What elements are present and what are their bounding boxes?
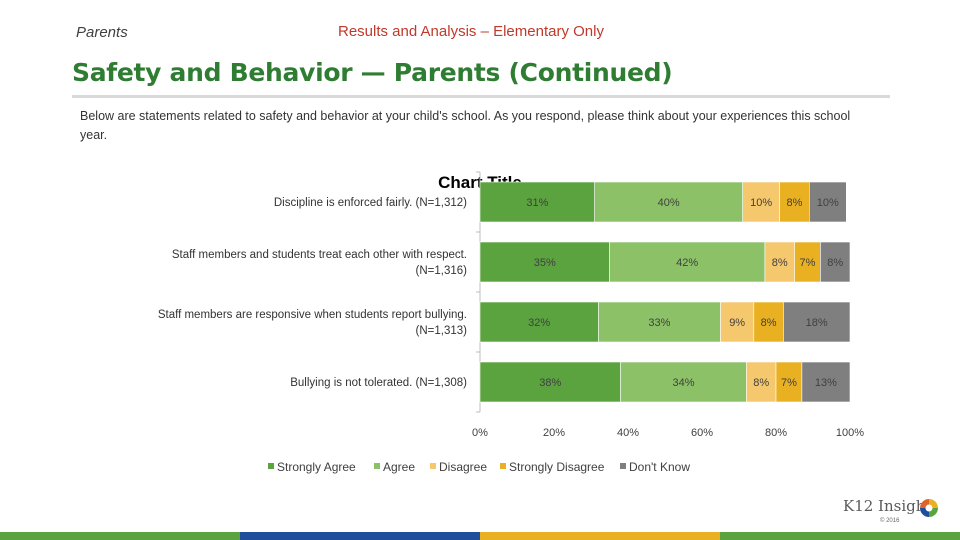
stacked-bar-chart: Chart Title31%40%10%8%10%Discipline is e… — [158, 171, 864, 474]
data-label: 10% — [750, 197, 772, 209]
legend-swatch — [620, 463, 626, 469]
data-label: 18% — [806, 317, 828, 329]
logo-text: K12 Insight — [843, 497, 932, 515]
data-label: 9% — [729, 317, 745, 329]
bar-segment — [820, 241, 851, 283]
footer-bar-segment — [240, 532, 480, 540]
bar-segment — [783, 301, 851, 343]
category-label: (N=1,316) — [416, 265, 468, 277]
data-label: 34% — [672, 377, 694, 389]
bar-segment — [753, 301, 784, 343]
category-label: Staff members and students treat each ot… — [172, 249, 467, 261]
legend-swatch — [430, 463, 436, 469]
legend-swatch — [500, 463, 506, 469]
category-label: Staff members are responsive when studen… — [158, 309, 467, 321]
data-label: 40% — [658, 197, 680, 209]
x-tick-label: 80% — [765, 427, 787, 439]
bar-segment — [479, 181, 595, 223]
section-label: Parents — [76, 24, 128, 41]
bar-segment — [598, 301, 721, 343]
page-title: Safety and Behavior — Parents (Continued… — [72, 58, 673, 87]
data-label: 35% — [534, 257, 556, 269]
data-label: 13% — [815, 377, 837, 389]
copyright: © 2016 — [880, 518, 900, 524]
data-label: 7% — [799, 257, 815, 269]
bar-segment — [479, 241, 610, 283]
footer-bar-segment — [480, 532, 720, 540]
legend-label: Don't Know — [629, 460, 690, 474]
data-label: 8% — [753, 377, 769, 389]
title-rule — [72, 95, 890, 98]
data-label: 31% — [526, 197, 548, 209]
data-label: 10% — [817, 197, 839, 209]
footer-bar-segment — [720, 532, 960, 540]
x-tick-label: 100% — [836, 427, 864, 439]
bar-segment — [479, 361, 621, 403]
category-label: Discipline is enforced fairly. (N=1,312) — [274, 197, 467, 209]
bar-segment — [479, 301, 599, 343]
bar-segment — [801, 361, 851, 403]
x-tick-label: 60% — [691, 427, 713, 439]
legend-swatch — [374, 463, 380, 469]
bar-segment — [764, 241, 795, 283]
logo-pinwheel-icon — [920, 499, 938, 517]
bar-segment — [779, 181, 810, 223]
legend-swatch — [268, 463, 274, 469]
category-label: Bullying is not tolerated. (N=1,308) — [290, 377, 467, 389]
legend-label: Strongly Disagree — [509, 460, 605, 474]
bar-segment — [794, 241, 821, 283]
legend-label: Agree — [383, 460, 415, 474]
data-label: 7% — [781, 377, 797, 389]
x-tick-label: 0% — [472, 427, 488, 439]
header-subtitle: Results and Analysis – Elementary Only — [338, 23, 604, 40]
data-label: 8% — [761, 317, 777, 329]
footer-bar-segment — [0, 532, 240, 540]
intro-text: Below are statements related to safety a… — [80, 109, 851, 142]
data-label: 38% — [539, 377, 561, 389]
bar-segment — [808, 181, 847, 223]
data-label: 33% — [648, 317, 670, 329]
legend-label: Disagree — [439, 460, 487, 474]
data-label: 8% — [772, 257, 788, 269]
data-label: 8% — [787, 197, 803, 209]
data-label: 42% — [676, 257, 698, 269]
data-label: 8% — [827, 257, 843, 269]
bar-segment — [742, 181, 781, 223]
bar-segment — [620, 361, 747, 403]
data-label: 32% — [528, 317, 550, 329]
category-label: (N=1,313) — [416, 325, 468, 337]
bar-segment — [720, 301, 755, 343]
x-tick-label: 20% — [543, 427, 565, 439]
bar-segment — [775, 361, 803, 403]
bar-segment — [609, 241, 766, 283]
x-tick-label: 40% — [617, 427, 639, 439]
bar-segment — [594, 181, 744, 223]
legend-label: Strongly Agree — [277, 460, 356, 474]
